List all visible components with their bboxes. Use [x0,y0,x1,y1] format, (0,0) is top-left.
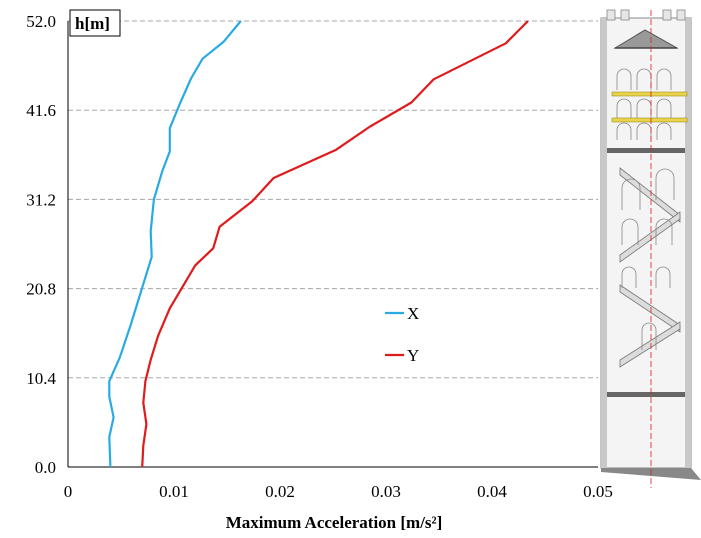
x-tick-label: 0 [64,482,73,501]
x-tick-label: 0.05 [583,482,613,501]
x-tick-labels: 0 0.01 0.02 0.03 0.04 0.05 [64,482,613,501]
y-tick-labels: 0.0 10.4 20.8 31.2 41.6 52.0 [26,12,56,477]
x-tick-label: 0.03 [371,482,401,501]
y-tick-label: 52.0 [26,12,56,31]
x-tick-label: 0.04 [477,482,507,501]
x-tick-label: 0.01 [159,482,189,501]
x-tick-label: 0.02 [265,482,295,501]
y-axis-label: h[m] [75,14,110,33]
y-tick-label: 41.6 [26,101,56,120]
axes [67,21,598,468]
y-tick-label: 0.0 [35,458,56,477]
legend-label-y: Y [407,346,419,365]
y-tick-label: 20.8 [26,280,56,299]
series-line-y [141,20,529,468]
series-line-x [108,20,242,468]
y-tick-label: 31.2 [26,190,56,209]
gridlines [68,20,598,379]
y-axis-label-box: h[m] [69,9,121,37]
building-section-drawing [600,9,701,488]
legend: XY [385,304,419,365]
series [108,20,529,468]
y-tick-label: 10.4 [26,369,56,388]
legend-label-x: X [407,304,419,323]
x-axis-label: Maximum Acceleration [m/s²] [226,513,443,532]
